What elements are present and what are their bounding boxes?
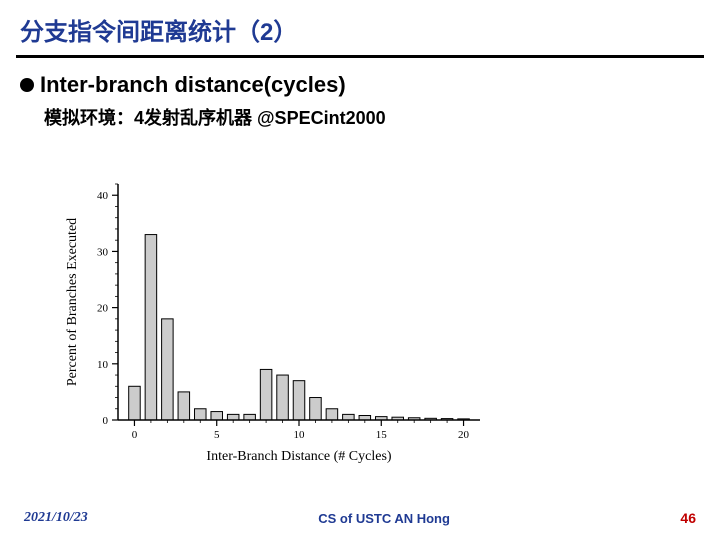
page-number: 46 — [680, 510, 696, 526]
footer: 2021/10/23 CS of USTC AN Hong 46 — [0, 510, 720, 526]
svg-text:30: 30 — [97, 246, 109, 258]
svg-text:20: 20 — [458, 429, 470, 441]
svg-text:15: 15 — [376, 429, 388, 441]
svg-text:20: 20 — [97, 303, 109, 315]
svg-text:10: 10 — [294, 429, 306, 441]
svg-text:40: 40 — [97, 190, 109, 202]
svg-text:5: 5 — [214, 429, 220, 441]
svg-text:10: 10 — [97, 359, 109, 371]
slide-title: 分支指令间距离统计（2） — [0, 0, 720, 55]
environment-text: 模拟环境：4发射乱序机器 @SPECint2000 — [0, 104, 720, 130]
subtitle: Inter-branch distance(cycles) — [40, 72, 346, 98]
histogram-chart: 0 10 20 30 40 0 5 10 15 20 Inter-Branch Distance (… — [60, 170, 490, 470]
title-underline — [16, 55, 704, 58]
svg-text:Percent of Branches Executed: Percent of Branches Executed — [65, 218, 80, 386]
footer-center: CS of USTC AN Hong — [318, 511, 450, 526]
svg-text:Inter-Branch Distance (# Cycle: Inter-Branch Distance (# Cycles) — [206, 449, 391, 464]
footer-date: 2021/10/23 — [24, 510, 88, 526]
bullet-icon — [20, 78, 34, 92]
chart-svg: 0 10 20 30 40 0 5 10 15 20 Inter-Branch Distance (… — [60, 170, 490, 470]
svg-text:0: 0 — [103, 415, 109, 427]
svg-text:0: 0 — [132, 429, 138, 441]
subtitle-row: Inter-branch distance(cycles) — [0, 72, 720, 98]
